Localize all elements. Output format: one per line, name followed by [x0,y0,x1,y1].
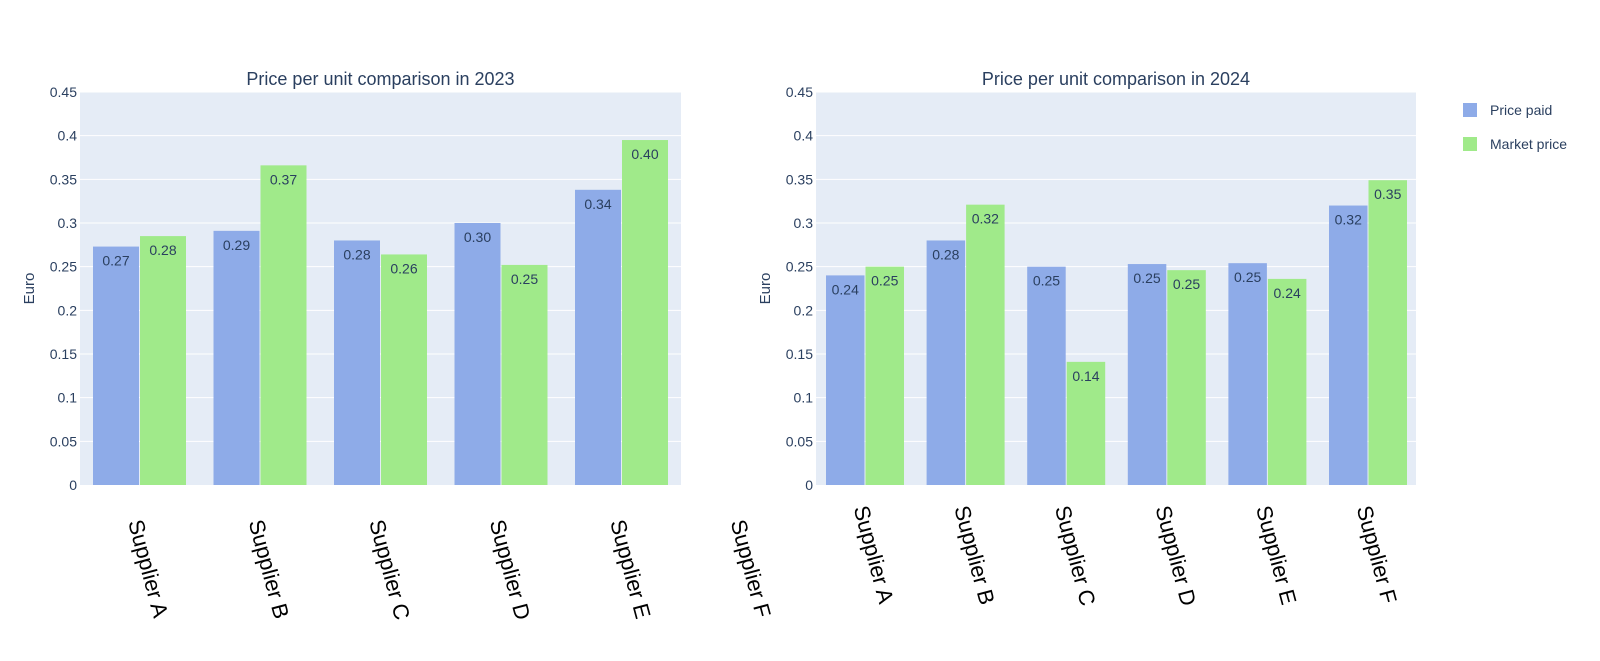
bar-market-price [1167,270,1206,485]
data-label: 0.29 [223,237,250,253]
x-tick-label: Supplier E [1251,503,1301,608]
y-tick-label: 0.4 [794,128,814,144]
y-tick-label: 0.2 [58,302,78,318]
y-tick-label: 0.05 [50,433,77,449]
y-tick-label: 0.3 [794,215,814,231]
data-label: 0.32 [972,211,999,227]
y-tick-label: 0.1 [58,390,78,406]
bar-price-paid [1127,264,1167,485]
plot-area [816,92,1416,485]
y-tick-label: 0.05 [786,433,813,449]
bar-market-price [1267,278,1307,485]
chart-title: Price per unit comparison in 2023 [246,69,514,89]
bar-price-paid [93,246,139,485]
data-label: 0.25 [1133,270,1160,286]
data-label: 0.28 [932,246,959,262]
y-tick-label: 0.25 [786,259,813,275]
x-tick-label: Supplier D [485,517,536,623]
x-tick-label: Supplier B [949,503,999,608]
x-tick-label: Supplier C [364,517,415,623]
bar-price-paid [213,230,260,485]
bar-market-price [260,165,307,486]
y-axis-title: Euro [757,273,774,305]
x-tick-label: Supplier D [1150,503,1201,609]
y-tick-label: 0.35 [50,171,77,187]
y-tick-label: 0.45 [786,84,813,100]
data-label: 0.24 [832,281,859,297]
y-tick-label: 0.45 [50,84,77,100]
y-axis-title: Euro [21,273,38,305]
data-label: 0.40 [631,146,658,162]
bar-market-price [966,204,1005,485]
data-label: 0.27 [102,253,129,269]
legend-swatch [1463,137,1477,151]
bar-price-paid [575,189,621,485]
x-tick-label: Supplier F [726,517,776,620]
y-tick-label: 0.2 [794,302,814,318]
data-label: 0.37 [270,171,297,187]
legend-label: Price paid [1490,102,1552,118]
y-tick-label: 0.4 [58,128,78,144]
data-label: 0.25 [1173,276,1200,292]
data-label: 0.14 [1072,368,1099,384]
data-label: 0.26 [390,260,417,276]
bar-market-price [501,264,548,485]
bar-market-price [1368,180,1407,485]
data-label: 0.25 [1234,269,1261,285]
data-label: 0.32 [1335,212,1362,228]
data-label: 0.35 [1374,186,1401,202]
bar-price-paid [334,240,380,485]
legend-label: Market price [1490,136,1567,152]
bar-price-paid [1027,266,1066,485]
x-tick-label: Supplier C [1050,503,1101,609]
x-tick-label: Supplier A [123,517,173,621]
bar-market-price [381,254,427,485]
y-tick-label: 0.3 [58,215,78,231]
x-tick-label: Supplier E [605,517,655,622]
data-label: 0.30 [464,229,491,245]
x-tick-label: Supplier B [244,517,294,622]
data-label: 0.34 [584,196,611,212]
bar-price-paid [1228,263,1267,485]
data-label: 0.24 [1274,285,1301,301]
bar-price-paid [1329,205,1368,486]
chart-2024: 0 0.05 0.1 0.15 0.2 0.25 0.3 0.35 0.4 0.45 Price p… [757,69,1416,609]
data-label: 0.28 [149,242,176,258]
y-tick-label: 0.15 [786,346,813,362]
legend: Price paid Market price [1463,102,1567,152]
y-tick-label: 0.15 [50,346,77,362]
chart-2023: 0 0.05 0.1 0.15 0.2 0.25 0.3 0.35 0.4 0.45 Price p… [21,69,776,623]
data-label: 0.25 [511,271,538,287]
data-label: 0.28 [343,246,370,262]
legend-swatch [1463,103,1477,117]
y-tick-label: 0.1 [794,390,814,406]
bar-market-price [865,266,904,485]
data-label: 0.25 [1033,273,1060,289]
bar-price-paid [926,240,966,485]
y-tick-label: 0.35 [786,171,813,187]
bar-market-price [1066,361,1106,485]
x-tick-label: Supplier F [1352,503,1402,606]
bar-market-price [140,236,186,485]
chart-title: Price per unit comparison in 2024 [982,69,1250,89]
bar-market-price [622,140,668,486]
bar-price-paid [826,275,865,485]
y-tick-label: 0.25 [50,259,77,275]
data-label: 0.25 [871,273,898,289]
y-tick-label: 0 [69,477,77,493]
bar-price-paid [454,223,501,485]
y-tick-label: 0 [805,477,813,493]
x-tick-label: Supplier A [849,503,899,607]
